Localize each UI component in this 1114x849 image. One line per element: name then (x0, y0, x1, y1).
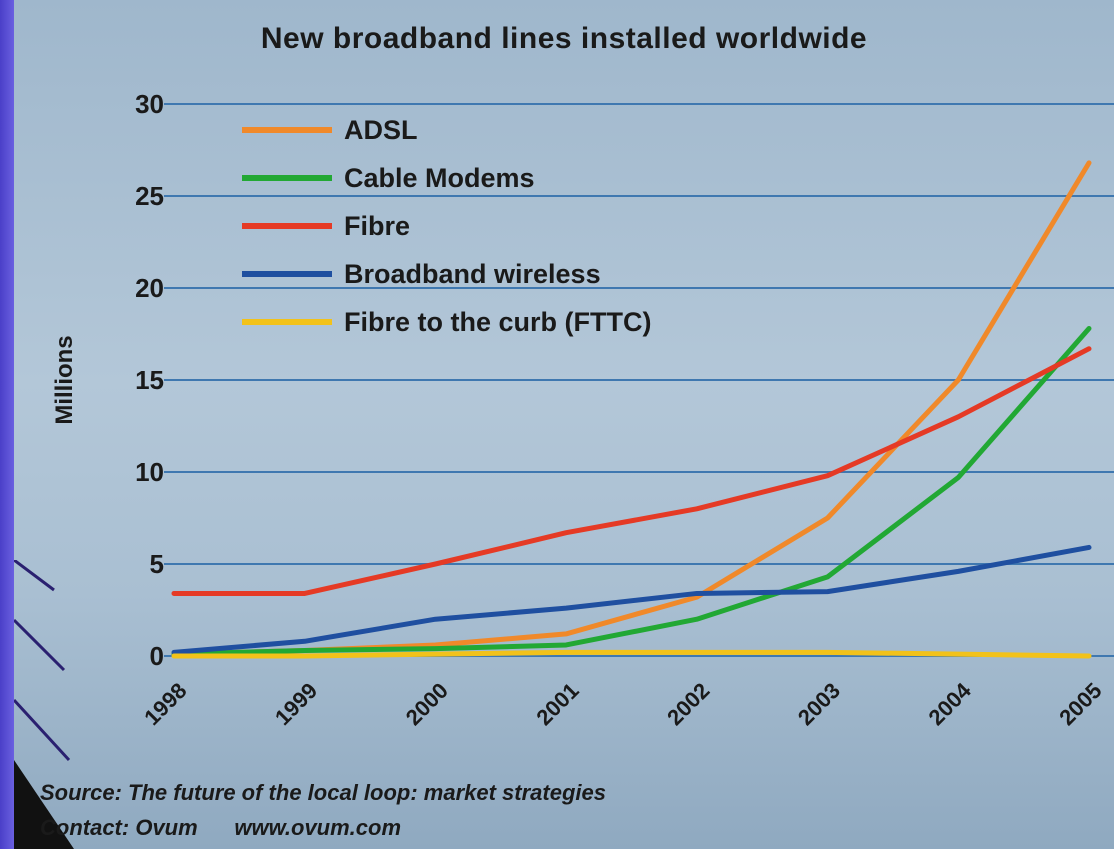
legend-label: ADSL (344, 115, 418, 145)
y-tick-label: 30 (135, 89, 164, 119)
slide-frame (0, 0, 14, 849)
line-chart: 0 5 10 15 20 25 30 Millions 1998 1999 2000 2001 2002… (51, 89, 1114, 730)
legend-label: Fibre (344, 211, 410, 241)
legend-label: Fibre to the curb (FTTC) (344, 307, 651, 337)
x-tick-label: 2003 (793, 678, 845, 730)
contact-label: Contact: Ovum (40, 815, 198, 840)
chart-card: New broadband lines installed worldwide … (14, 0, 1114, 849)
source-note: Source: The future of the local loop: ma… (40, 780, 606, 805)
series-line (171, 544, 1092, 655)
y-tick-label: 0 (150, 641, 164, 671)
chart-title: New broadband lines installed worldwide (260, 22, 868, 55)
x-tick-label: 2002 (662, 678, 714, 730)
contact-note: Contact: Ovum www.ovum.com (40, 815, 401, 841)
y-tick-label: 20 (135, 273, 164, 303)
y-tick-label: 15 (135, 365, 164, 395)
y-tick-label: 5 (150, 549, 164, 579)
x-tick-label: 1998 (139, 678, 191, 730)
x-tick-label: 2004 (924, 677, 977, 730)
x-tick-label: 2005 (1054, 678, 1106, 730)
series-line (171, 325, 1092, 657)
decorative-lines (14, 560, 74, 849)
x-tick-label: 1999 (270, 678, 322, 730)
series-line (171, 160, 1092, 657)
series-line (171, 649, 1092, 659)
series-line (171, 346, 1092, 596)
y-tick-label: 10 (135, 457, 164, 487)
x-tick-label: 2001 (531, 678, 583, 730)
y-axis-label: Millions (51, 335, 78, 424)
y-tick-label: 25 (135, 181, 164, 211)
legend-label: Broadband wireless (344, 259, 601, 289)
contact-url: www.ovum.com (234, 815, 402, 840)
legend-label: Cable Modems (344, 163, 535, 193)
x-tick-label: 2000 (401, 678, 453, 730)
